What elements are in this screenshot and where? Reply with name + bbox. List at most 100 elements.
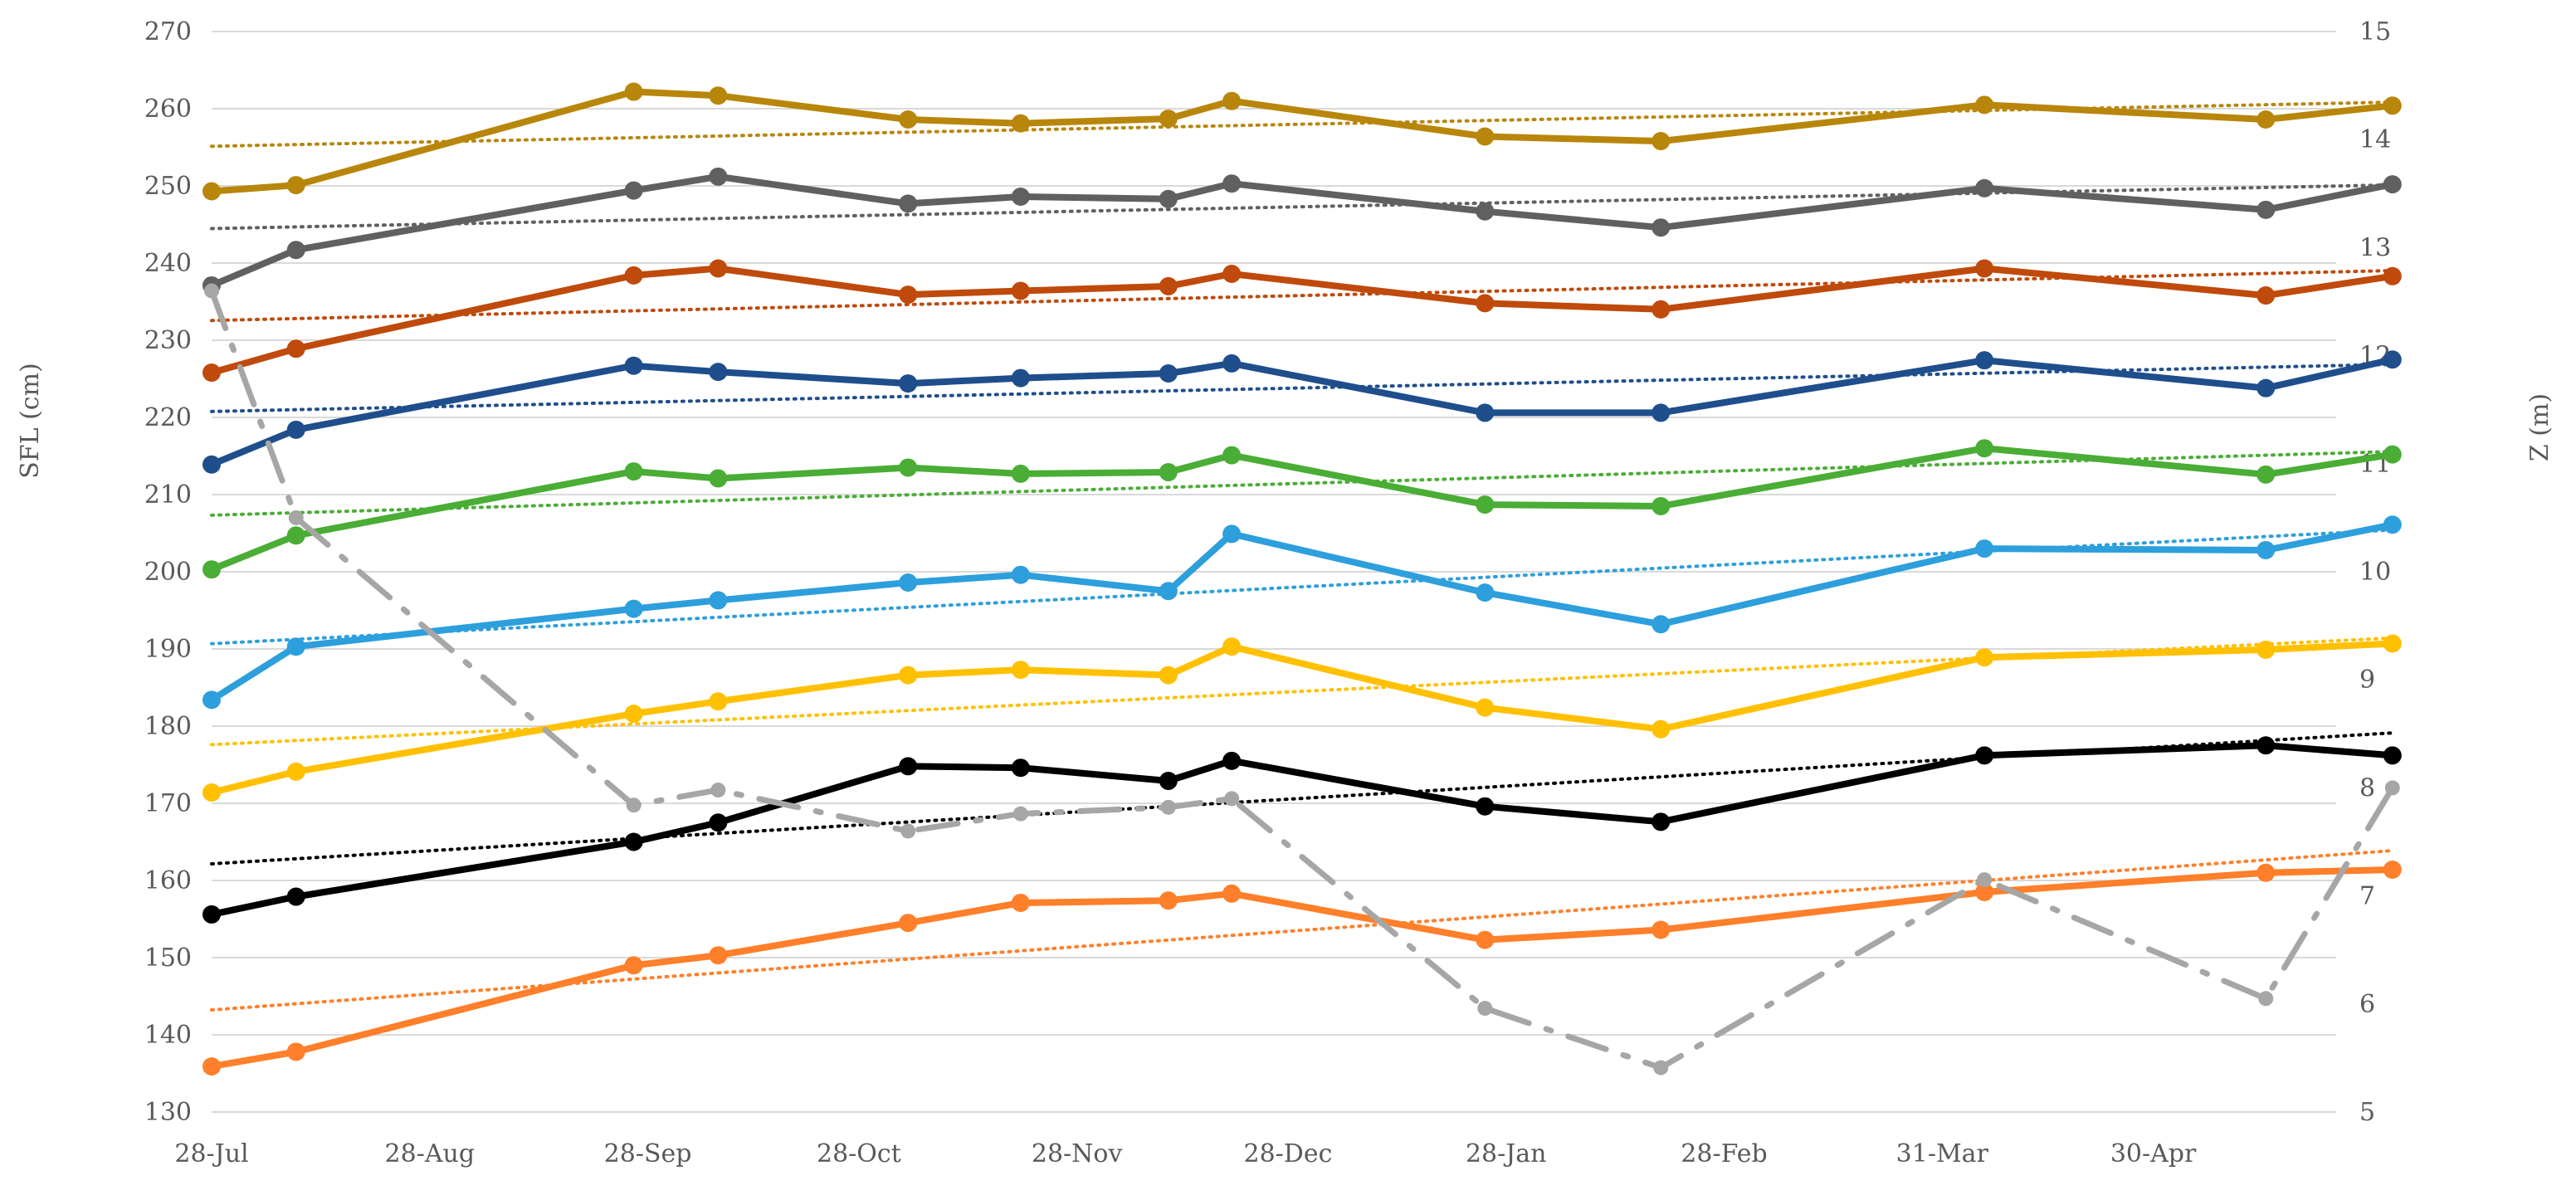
data-point-light-blue [286,637,305,656]
data-point-dark-orange [1159,276,1178,295]
data-point-dark-blue [2383,350,2402,369]
x-tick-label: 28-Aug [385,1139,476,1168]
data-point-black [624,832,643,851]
data-point-orange [286,1042,305,1061]
data-point-light-blue [1651,615,1671,634]
data-point-dark-orange [286,339,305,358]
x-tick-label: 28-Dec [1243,1139,1332,1168]
trendline-yellow [210,636,2394,747]
data-point-orange [899,914,918,933]
y-right-tick-label: 14 [2359,125,2391,154]
data-point-light-blue [202,690,221,710]
data-point-orange [202,1057,221,1076]
data-point-gray [2256,200,2276,219]
data-point-gold [1011,114,1030,133]
data-point-gold [1222,91,1242,110]
data-point-gray [1222,174,1242,193]
y-left-tick-label: 130 [144,1098,192,1127]
series-markers [202,82,2402,1076]
y-right-tick-label: 5 [2359,1098,2375,1127]
data-point-dark-orange [899,285,918,305]
data-point-green [2256,465,2276,484]
data-point-orange [624,956,643,975]
data-point-gray [899,194,918,213]
data-point-dark-blue [286,420,305,439]
data-point-z-m- [204,283,219,299]
data-point-dark-blue [899,374,918,393]
series-line-dark-orange [208,265,2396,377]
y-left-tick-label: 270 [144,17,192,46]
trendline-black [210,731,2394,866]
data-point-gold [1159,110,1178,129]
data-point-green [1159,463,1178,482]
y-left-tick-label: 260 [144,95,192,124]
data-point-dark-blue [202,455,221,474]
data-point-dark-orange [1011,281,1030,300]
data-point-light-blue [1975,539,1994,558]
series-line-orange [208,866,2396,1071]
data-point-dark-blue [1011,368,1030,388]
data-point-dark-orange [2256,286,2276,305]
data-point-orange [1476,930,1495,949]
data-point-orange [1975,882,1994,901]
data-point-yellow [624,705,643,724]
data-point-orange [2256,863,2276,882]
y-right-tick-label: 8 [2359,773,2375,802]
y-left-tick-label: 230 [144,326,192,355]
data-point-gray [624,181,643,200]
y-left-tick-label: 180 [144,712,192,741]
data-point-green [1011,464,1030,483]
data-point-dark-orange [1476,294,1495,313]
data-point-orange [1011,893,1030,912]
data-point-black [1011,758,1030,778]
data-point-gray [286,241,305,260]
y-left-tick-label: 240 [144,249,192,278]
data-point-z-m- [1224,791,1240,807]
y-left-tick-label: 190 [144,635,192,664]
data-point-z-m- [1012,806,1028,822]
data-point-gold [286,176,305,195]
data-point-z-m- [1477,1001,1493,1017]
data-point-black [286,887,305,906]
data-point-yellow [1975,648,1994,667]
data-point-dark-blue [1222,354,1242,373]
data-point-yellow [1651,719,1671,739]
trendlines [210,100,2394,1012]
data-point-dark-orange [709,259,728,278]
x-tick-label: 28-Nov [1032,1139,1123,1168]
data-point-gold [709,86,728,105]
y-right-axis-title: Z (m) [2525,393,2554,461]
y-left-tick-labels: 130 140 150 160 170 180 190 200 210 220 230 240 250 2… [144,17,192,1127]
data-point-gray [1159,189,1178,208]
data-point-z-m- [288,510,304,525]
data-point-light-blue [899,573,918,593]
data-point-light-blue [2383,515,2402,534]
data-point-black [1476,797,1495,816]
series-line-z-m- [208,288,2396,1071]
data-point-z-m- [2258,991,2274,1007]
x-tick-label: 28-Sep [604,1139,692,1168]
data-point-yellow [2383,634,2402,653]
data-point-gray [709,167,728,186]
data-point-light-blue [2256,540,2276,559]
data-point-yellow [709,692,728,711]
data-point-z-m- [2384,780,2400,796]
data-point-gray [1011,188,1030,207]
data-point-z-m- [626,797,642,813]
y-right-tick-label: 13 [2359,233,2391,262]
x-tick-label: 28-Oct [817,1139,901,1168]
data-point-orange [2383,860,2402,879]
data-point-black [202,905,221,924]
y-left-tick-label: 170 [144,789,192,818]
data-point-green [709,469,728,488]
data-point-yellow [899,666,918,685]
y-left-tick-label: 250 [144,172,192,201]
data-point-dark-blue [1651,403,1671,422]
data-point-yellow [2256,640,2276,659]
data-point-gold [2383,96,2402,115]
data-point-dark-orange [2383,266,2402,285]
trendline-orange [210,849,2394,1012]
data-point-gold [1651,132,1671,151]
data-point-gray [1975,178,1994,198]
data-point-green [286,526,305,545]
